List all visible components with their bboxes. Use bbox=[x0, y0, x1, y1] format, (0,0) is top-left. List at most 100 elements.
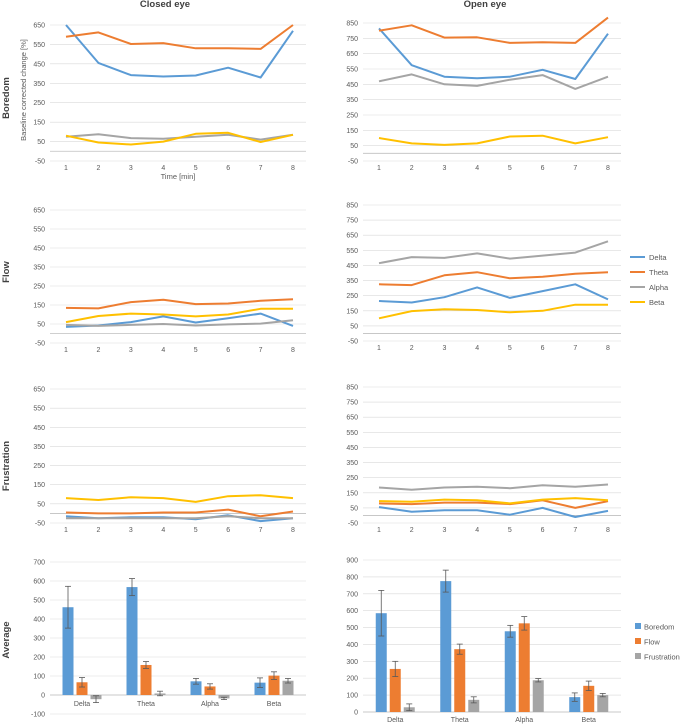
y-tick-label: 200 bbox=[346, 676, 358, 683]
x-tick-label: 3 bbox=[129, 527, 133, 534]
y-tick-label: 350 bbox=[33, 265, 45, 272]
legend-label-theta: Theta bbox=[649, 268, 669, 277]
legend-swatch-boredom bbox=[635, 623, 641, 629]
x-tick-label: 1 bbox=[64, 527, 68, 534]
x-tick-label: 2 bbox=[410, 527, 414, 534]
bar-flow bbox=[76, 682, 88, 695]
series-line-theta bbox=[378, 16, 609, 44]
y-tick-label: 900 bbox=[346, 558, 358, 565]
bar-frustration bbox=[468, 699, 480, 712]
y-tick-label: 200 bbox=[33, 655, 45, 662]
y-tick-label: 350 bbox=[33, 444, 45, 451]
y-tick-label: 100 bbox=[346, 693, 358, 700]
legend-swatch-flow bbox=[635, 638, 641, 644]
y-tick-label: 750 bbox=[346, 400, 358, 407]
y-tick-label: 850 bbox=[346, 385, 358, 392]
y-tick-label: 450 bbox=[346, 445, 358, 452]
y-tick-label: 850 bbox=[346, 203, 358, 210]
y-tick-label: 500 bbox=[346, 625, 358, 632]
x-tick-label: 4 bbox=[161, 527, 165, 534]
y-tick-label: -50 bbox=[35, 521, 45, 528]
y-tick-label: 450 bbox=[346, 263, 358, 270]
x-tick-label: 7 bbox=[573, 165, 577, 172]
x-tick-label: 2 bbox=[96, 165, 100, 172]
bar-flow bbox=[454, 649, 466, 712]
category-label: Delta bbox=[387, 717, 403, 724]
y-tick-label: 400 bbox=[346, 642, 358, 649]
x-tick-label: 6 bbox=[541, 165, 545, 172]
bar-frustration bbox=[597, 695, 609, 712]
chart-flow-closed: -50 50 150 250 350 450 550 650 1 2 3 4 5 6 7 8 bbox=[33, 208, 306, 354]
series-line-alpha bbox=[65, 319, 294, 327]
y-tick-label: 50 bbox=[37, 139, 45, 146]
y-tick-label: -50 bbox=[348, 159, 358, 166]
legend-label-boredom: Boredom bbox=[644, 623, 674, 632]
y-tick-label: 800 bbox=[346, 574, 358, 581]
y-tick-label: 550 bbox=[33, 42, 45, 49]
series-line-delta bbox=[378, 27, 609, 80]
series-line-alpha bbox=[66, 515, 293, 520]
y-tick-label: -50 bbox=[348, 521, 358, 528]
y-tick-label: -100 bbox=[31, 712, 45, 719]
series-line-theta bbox=[378, 271, 609, 287]
row-title-boredom: Boredom bbox=[1, 77, 12, 119]
bar-flow bbox=[140, 664, 152, 695]
y-tick-label: 250 bbox=[346, 475, 358, 482]
y-tick-label: 550 bbox=[346, 67, 358, 74]
y-tick-label: 250 bbox=[346, 293, 358, 300]
x-tick-label: 6 bbox=[541, 345, 545, 352]
x-tick-label: 1 bbox=[64, 347, 68, 354]
y-tick-label: 700 bbox=[346, 591, 358, 598]
y-tick-label: 100 bbox=[33, 674, 45, 681]
x-tick-label: 3 bbox=[442, 345, 446, 352]
y-tick-label: 500 bbox=[33, 598, 45, 605]
x-tick-label: 8 bbox=[606, 345, 610, 352]
y-tick-label: 650 bbox=[346, 415, 358, 422]
series-line-beta bbox=[65, 307, 293, 324]
y-tick-label: 750 bbox=[346, 218, 358, 225]
y-tick-label: 300 bbox=[33, 636, 45, 643]
y-tick-label: 350 bbox=[346, 460, 358, 467]
y-tick-label: -50 bbox=[35, 159, 45, 166]
y-tick-label: -50 bbox=[35, 341, 45, 348]
x-tick-label: 5 bbox=[508, 345, 512, 352]
x-tick-label: 3 bbox=[129, 347, 133, 354]
x-tick-label: 6 bbox=[226, 527, 230, 534]
x-tick-label: 2 bbox=[410, 165, 414, 172]
x-tick-label: 3 bbox=[442, 527, 446, 534]
category-label: Alpha bbox=[201, 701, 219, 708]
x-tick-label: 6 bbox=[226, 165, 230, 172]
x-tick-label: 1 bbox=[377, 345, 381, 352]
y-tick-label: 550 bbox=[33, 227, 45, 234]
x-tick-label: 4 bbox=[475, 345, 479, 352]
y-tick-label: 350 bbox=[346, 97, 358, 104]
y-tick-label: 550 bbox=[346, 248, 358, 255]
series-line-alpha bbox=[378, 240, 609, 265]
x-tick-label: 6 bbox=[226, 347, 230, 354]
y-tick-label: 150 bbox=[346, 308, 358, 315]
bar-boredom bbox=[440, 581, 452, 712]
category-label: Alpha bbox=[515, 717, 533, 724]
line-legend: Delta Theta Alpha Beta bbox=[630, 253, 669, 307]
category-label: Beta bbox=[267, 701, 282, 708]
x-tick-label: 3 bbox=[442, 165, 446, 172]
bar-frustration bbox=[282, 680, 294, 695]
y-tick-label: 650 bbox=[346, 51, 358, 58]
x-tick-label: 2 bbox=[96, 347, 100, 354]
series-line-delta bbox=[65, 24, 294, 79]
y-tick-label: 450 bbox=[33, 425, 45, 432]
x-tick-label: 8 bbox=[291, 347, 295, 354]
y-tick-label: 150 bbox=[33, 482, 45, 489]
x-tick-label: 5 bbox=[508, 527, 512, 534]
legend-label-frustration: Frustration bbox=[644, 653, 680, 662]
legend-label-alpha: Alpha bbox=[649, 283, 669, 292]
y-tick-label: 250 bbox=[33, 284, 45, 291]
y-tick-label: 50 bbox=[350, 323, 358, 330]
series-line-delta bbox=[378, 506, 609, 518]
bar-flow bbox=[389, 668, 401, 712]
y-tick-label: 750 bbox=[346, 36, 358, 43]
x-tick-label: 1 bbox=[64, 165, 68, 172]
y-tick-label: 550 bbox=[346, 430, 358, 437]
